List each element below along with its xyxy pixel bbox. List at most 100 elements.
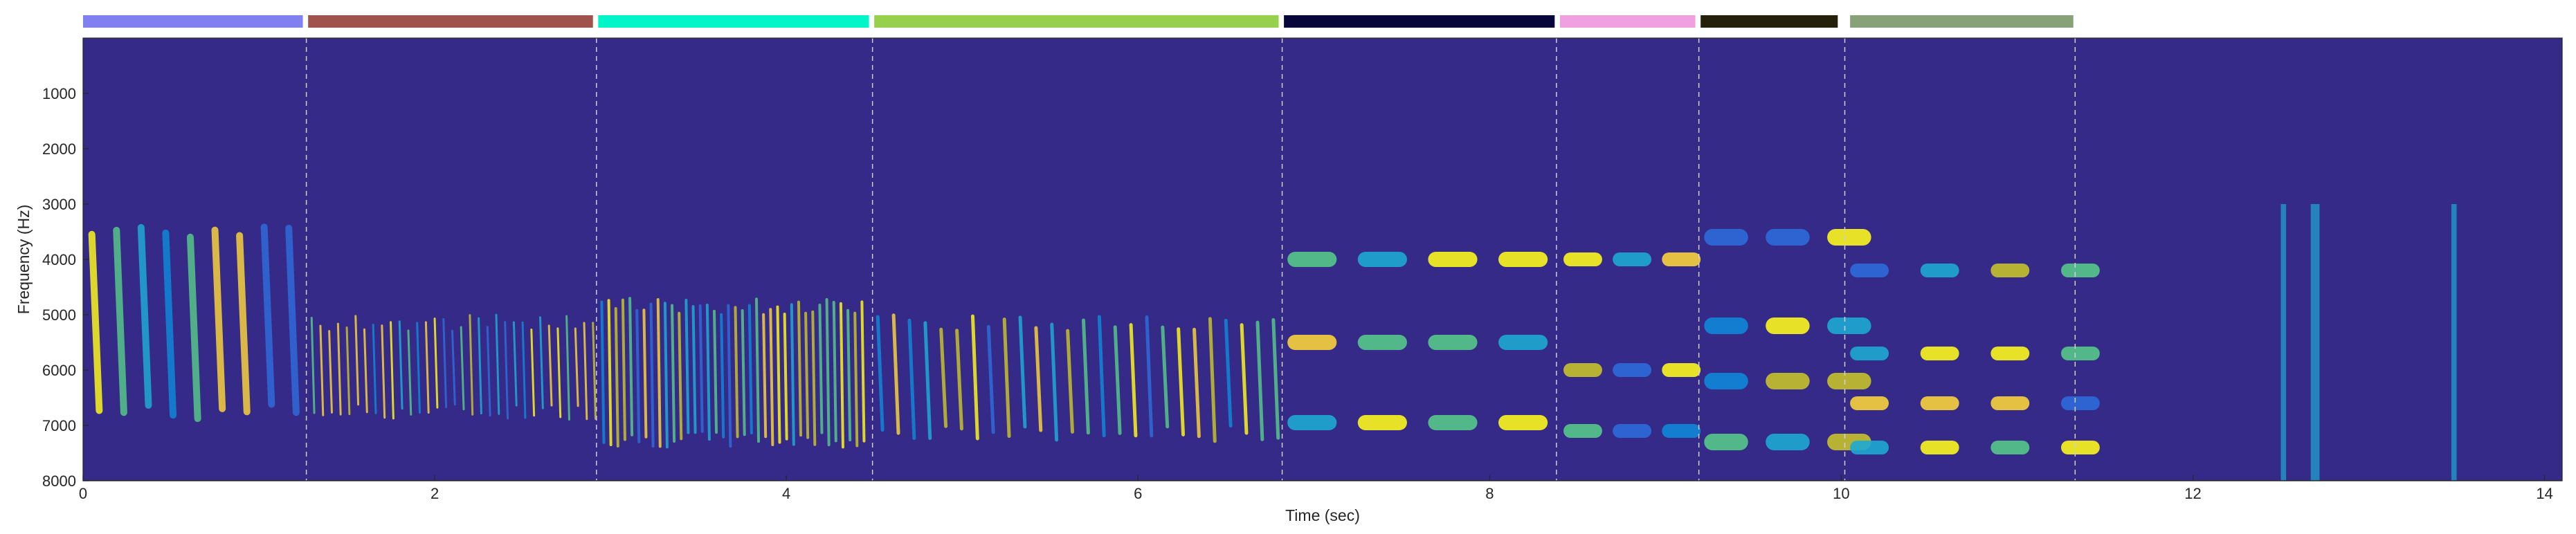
energy-streak [495, 313, 500, 415]
energy-blob [1850, 441, 1889, 454]
y-tick-label: 4000 [42, 251, 76, 268]
energy-blob [1613, 424, 1652, 438]
energy-streak [574, 327, 579, 407]
energy-streak [923, 321, 932, 440]
energy-streak [407, 329, 412, 416]
energy-streak [656, 297, 662, 448]
energy-streak [853, 311, 859, 448]
energy-streak [825, 298, 831, 447]
energy-streak [372, 323, 377, 414]
energy-streak [285, 224, 300, 416]
energy-streak [1034, 326, 1043, 432]
energy-streak [530, 329, 536, 417]
energy-streak [345, 326, 351, 416]
energy-streak [797, 300, 803, 437]
energy-streak [451, 329, 456, 406]
energy-streak [1113, 325, 1122, 435]
energy-streak [398, 320, 403, 410]
energy-blob [1990, 264, 2030, 277]
segment-bar [1559, 15, 1696, 28]
energy-blob [1357, 252, 1407, 267]
segment-bar [1850, 15, 2074, 28]
energy-streak [671, 304, 676, 443]
x-axis-label: Time (sec) [1285, 506, 1360, 524]
energy-blob [1704, 317, 1748, 334]
energy-blob [2060, 264, 2100, 277]
energy-streak [211, 226, 226, 412]
energy-blob [1920, 441, 1959, 454]
y-axis: 1000 2000 3000 4000 5000 6000 7000 8000 [42, 85, 89, 490]
energy-streak [310, 317, 316, 414]
energy-streak [1192, 327, 1201, 439]
energy-streak [705, 303, 711, 441]
energy-streak [390, 321, 394, 420]
energy-streak [1240, 323, 1249, 435]
energy-streak [433, 317, 439, 409]
energy-streak [776, 305, 781, 444]
energy-streak [642, 309, 648, 439]
segment-bar [1700, 15, 1838, 28]
energy-streak [1271, 317, 1280, 440]
energy-blob [1990, 347, 2030, 360]
energy-blob [1704, 434, 1748, 450]
energy-blob [1287, 252, 1337, 267]
energy-blob [1920, 347, 1959, 360]
energy-blob [1850, 264, 1889, 277]
energy-streak [547, 324, 553, 407]
y-tick-label: 5000 [42, 306, 76, 324]
energy-streak [939, 327, 948, 428]
energy-streak [260, 223, 275, 408]
energy-streak [1161, 325, 1170, 429]
x-axis: 0 2 4 6 8 10 12 14 [79, 475, 2562, 502]
energy-streak [336, 322, 342, 416]
energy-streak [734, 306, 739, 439]
energy-streak [1224, 318, 1233, 428]
y-tick-label: 1000 [42, 85, 76, 102]
energy-streak [539, 316, 544, 409]
energy-streak [614, 306, 619, 448]
energy-blob [1850, 396, 1889, 410]
energy-blob [1287, 335, 1337, 350]
energy-streak [1255, 320, 1264, 441]
energy-streak [236, 232, 251, 416]
energy-streak [691, 304, 697, 434]
energy-streak [1082, 318, 1090, 435]
energy-streak [684, 298, 690, 434]
energy-streak [521, 321, 527, 419]
energy-streak [486, 326, 491, 417]
energy-blob [1428, 415, 1478, 430]
energy-blob [1357, 415, 1407, 430]
segment-bar [598, 15, 869, 28]
energy-streak [762, 313, 768, 439]
energy-streak [754, 297, 761, 443]
energy-streak [1208, 317, 1217, 443]
energy-streak [607, 299, 613, 447]
energy-streak [460, 326, 465, 411]
energy-streak [328, 330, 333, 414]
energy-streak [1129, 323, 1138, 438]
energy-streak [363, 328, 368, 414]
energy-blob [2060, 347, 2100, 360]
energy-blob [1766, 434, 1810, 450]
energy-blob [1662, 252, 1701, 266]
energy-blob [1498, 252, 1548, 267]
energy-streak [565, 315, 570, 421]
energy-blob [1428, 252, 1478, 267]
energy-streak [1066, 329, 1074, 434]
energy-blob [1920, 396, 1959, 410]
energy-blob [1990, 396, 2030, 410]
energy-blob [1563, 252, 1602, 266]
x-tick-label: 0 [79, 485, 87, 502]
energy-streak [769, 308, 774, 446]
energy-streak [600, 300, 606, 444]
energy-streak [663, 302, 669, 449]
energy-streak [698, 304, 704, 433]
x-tick-label: 10 [1833, 485, 1849, 502]
energy-blob [1563, 424, 1602, 438]
energy-streak [442, 317, 448, 409]
energy-blob [1850, 347, 1889, 360]
energy-streak [186, 233, 201, 423]
energy-blob [1563, 363, 1602, 377]
energy-streak [469, 314, 474, 416]
energy-blob [1766, 229, 1810, 246]
